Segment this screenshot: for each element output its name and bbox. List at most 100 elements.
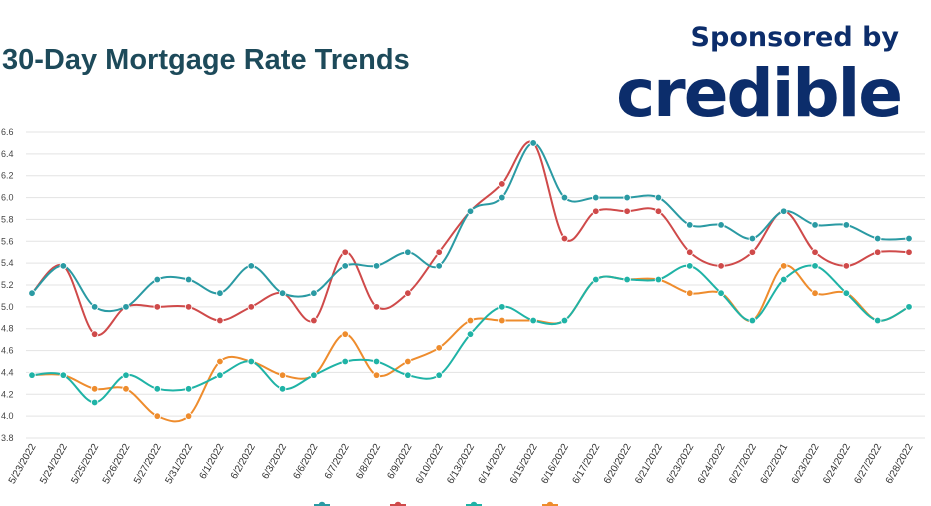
data-point <box>435 248 443 256</box>
data-point <box>28 371 36 379</box>
data-point <box>216 316 224 325</box>
data-point <box>404 289 412 297</box>
chart-series <box>28 139 913 423</box>
x-tick-label: 6/28/2022 <box>884 442 916 486</box>
data-point <box>623 193 631 202</box>
chart-legend <box>314 501 558 506</box>
data-point <box>184 303 193 311</box>
x-tick-label: 6/15/2022 <box>508 442 540 486</box>
data-point <box>404 248 412 256</box>
data-point <box>748 234 757 243</box>
data-point <box>498 180 506 188</box>
data-point <box>59 262 68 270</box>
x-tick-label: 6/22/2021 <box>759 442 791 486</box>
x-tick-label: 6/23/2022 <box>665 442 697 486</box>
series-line <box>31 140 910 337</box>
data-point <box>654 193 663 202</box>
legend-swatch-dot <box>394 501 402 506</box>
x-tick-label: 6/14/2022 <box>477 442 509 486</box>
credible-logo: credible <box>616 55 903 132</box>
data-point <box>122 385 130 393</box>
data-point <box>592 275 600 284</box>
x-tick-label: 6/27/2022 <box>853 442 885 486</box>
data-point <box>216 357 224 366</box>
data-point <box>216 289 224 297</box>
data-point <box>90 398 99 407</box>
series-2 <box>28 262 913 407</box>
data-point <box>811 262 819 270</box>
data-point <box>560 316 569 325</box>
y-tick-label: 4.0 <box>1 411 14 421</box>
data-point <box>184 275 193 284</box>
data-point <box>592 193 600 202</box>
x-tick-label: 6/2/2022 <box>229 442 258 482</box>
data-point <box>122 303 130 311</box>
series-3 <box>28 262 913 423</box>
data-point <box>341 357 349 366</box>
data-point <box>90 303 99 311</box>
data-point <box>153 385 161 393</box>
x-tick-label: 6/13/2022 <box>445 442 477 486</box>
legend-swatch-dot <box>318 501 326 506</box>
data-point <box>498 303 506 311</box>
x-tick-label: 6/20/2022 <box>602 442 634 486</box>
x-tick-label: 6/10/2022 <box>414 442 446 486</box>
y-tick-label: 5.8 <box>1 214 14 224</box>
data-point <box>184 385 193 393</box>
data-point <box>372 371 381 379</box>
x-tick-label: 6/1/2022 <box>198 442 227 482</box>
series-1 <box>28 139 913 338</box>
data-point <box>59 371 68 379</box>
data-point <box>310 316 318 325</box>
x-tick-label: 6/16/2022 <box>539 442 571 486</box>
data-point <box>372 262 381 270</box>
x-tick-label: 6/24/2022 <box>821 442 853 486</box>
data-point <box>278 371 287 379</box>
y-tick-label: 4.2 <box>1 389 14 399</box>
data-point <box>905 303 913 311</box>
data-point <box>90 330 99 338</box>
data-point <box>873 234 882 243</box>
data-point <box>686 289 694 297</box>
data-point <box>247 303 255 311</box>
y-tick-label: 4.8 <box>1 324 14 334</box>
data-point <box>153 303 161 311</box>
x-tick-label: 6/24/2022 <box>696 442 728 486</box>
data-point <box>404 357 412 366</box>
data-point <box>842 221 851 229</box>
data-point <box>811 248 819 256</box>
x-tick-label: 6/6/2022 <box>291 442 320 482</box>
data-point <box>842 289 851 297</box>
data-point <box>435 262 443 270</box>
chart-title: 30-Day Mortgage Rate Trends <box>2 44 410 76</box>
data-point <box>717 289 725 297</box>
data-point <box>153 412 161 420</box>
series-0 <box>28 139 913 313</box>
data-point <box>529 139 537 147</box>
data-point <box>435 371 443 379</box>
data-point <box>560 193 569 202</box>
x-tick-label: 5/31/2022 <box>163 442 195 486</box>
data-point <box>498 193 506 202</box>
x-tick-label: 6/7/2022 <box>323 442 352 482</box>
data-point <box>873 316 882 325</box>
data-point <box>686 221 694 229</box>
data-point <box>686 262 694 270</box>
data-point <box>905 248 913 256</box>
data-point <box>842 262 851 270</box>
y-axis-ticks: 6.6 6.4 6.2 6.0 5.8 5.6 5.4 5.2 5.0 4.8 4.6 4.4 4.2 4… <box>1 127 14 443</box>
data-point <box>780 262 788 270</box>
y-tick-label: 5.4 <box>1 258 14 268</box>
data-point <box>686 248 694 256</box>
data-point <box>435 344 443 352</box>
data-point <box>247 262 255 270</box>
data-point <box>623 207 631 215</box>
data-point <box>466 207 475 215</box>
y-tick-label: 5.6 <box>1 236 14 246</box>
y-tick-label: 6.0 <box>1 193 14 203</box>
data-point <box>811 289 819 297</box>
data-point <box>216 371 224 379</box>
data-point <box>623 275 631 284</box>
x-tick-label: 5/26/2022 <box>101 442 133 486</box>
